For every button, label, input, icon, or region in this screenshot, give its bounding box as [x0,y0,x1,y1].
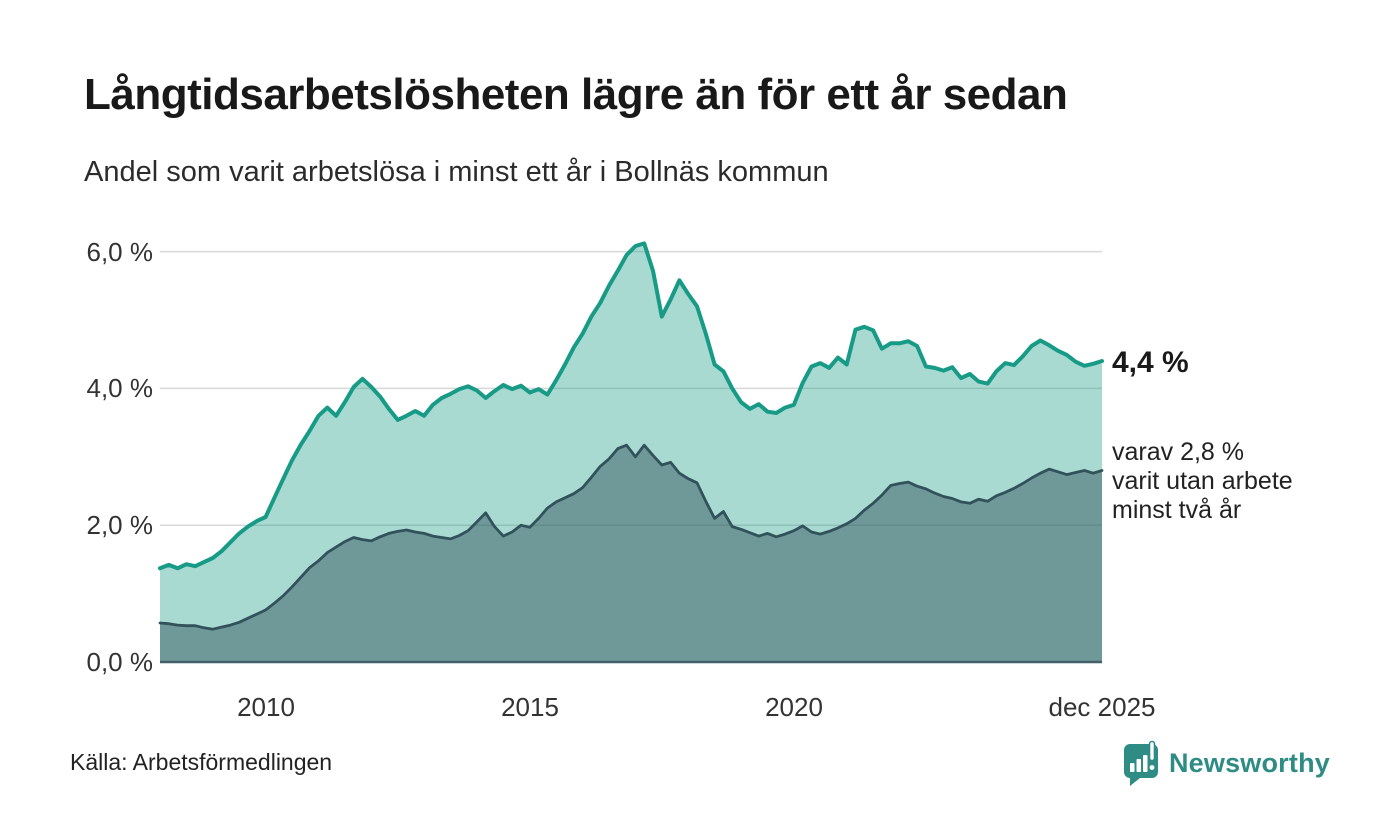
x-tick-1: 2015 [501,692,559,722]
y-tick-2: 4,0 % [86,373,154,404]
x-tick-3: dec 2025 [1048,692,1156,722]
chart-subtitle: Andel som varit arbetslösa i minst ett å… [84,156,829,188]
end-value-label-two-years: varav 2,8 % varit utan arbete minst två … [1112,438,1293,524]
y-tick-3: 6,0 % [86,236,154,267]
y-tick-0: 0,0 % [86,647,154,677]
end-value-label-total: 4,4 % [1112,346,1189,379]
newsworthy-bubble-chart-icon [1121,739,1161,787]
x-tick-0: 2010 [237,692,295,722]
brand-name: Newsworthy [1168,747,1330,778]
page-title: Långtidsarbetslösheten lägre än för ett … [84,70,1068,119]
y-tick-1: 2,0 % [86,510,154,541]
source-attribution: Källa: Arbetsförmedlingen [70,749,333,775]
x-tick-2: 2020 [765,692,823,722]
brand-logo: Newsworthy [1121,739,1330,787]
